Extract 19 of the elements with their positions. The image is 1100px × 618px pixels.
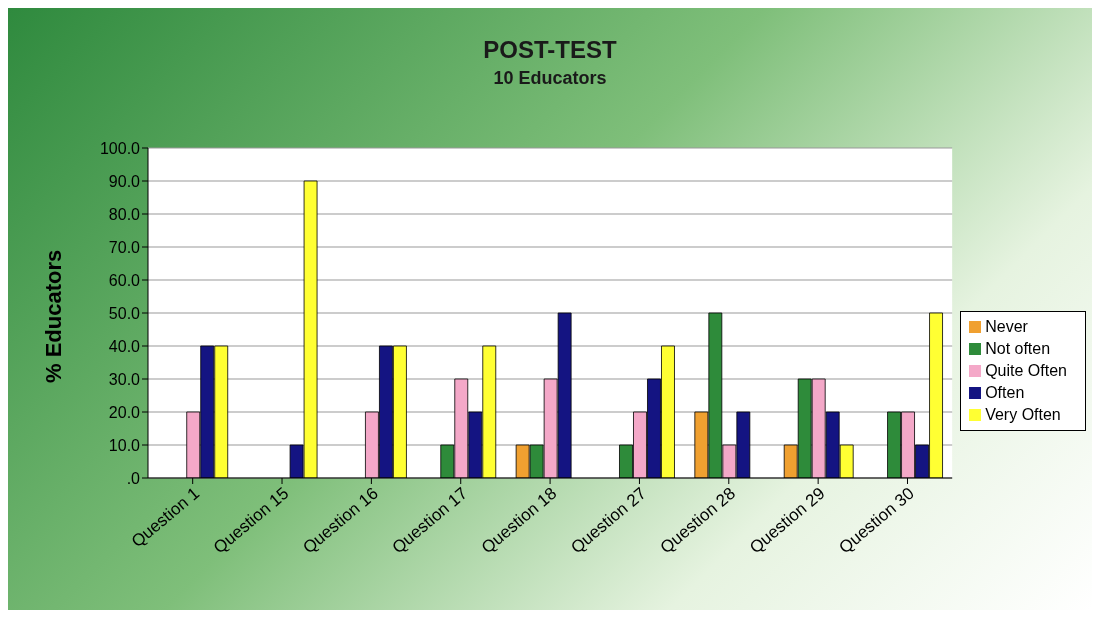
y-tick-label: 70.0 [108, 238, 141, 256]
y-tick-label: 90.0 [108, 172, 141, 190]
y-tick-label: 30.0 [108, 370, 141, 388]
y-axis-title: % Educators [40, 249, 66, 383]
legend-label: Not often [985, 339, 1051, 357]
y-tick-label: 40.0 [108, 337, 141, 355]
legend-label: Quite Often [985, 361, 1067, 379]
y-tick-label: 50.0 [108, 304, 141, 322]
legend-label: Very Often [985, 405, 1061, 423]
chart-subtitle: 10 Educators [492, 68, 608, 89]
legend-label: Never [985, 317, 1028, 335]
chart-title: POST-TEST [482, 36, 618, 64]
y-tick-label: .0 [126, 469, 141, 487]
legend-label: Often [985, 383, 1025, 401]
y-tick-label: 60.0 [108, 271, 141, 289]
y-tick-label: 80.0 [108, 205, 141, 223]
y-tick-label: 20.0 [108, 403, 141, 421]
y-tick-label: 100.0 [99, 139, 141, 157]
y-tick-label: 10.0 [108, 436, 141, 454]
